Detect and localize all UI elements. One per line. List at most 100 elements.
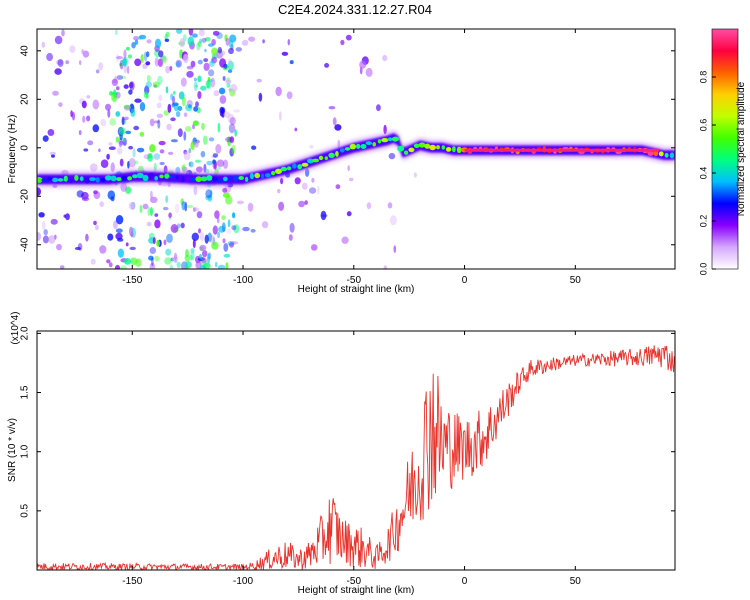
noise-blob bbox=[166, 233, 173, 243]
noise-blob bbox=[286, 91, 293, 100]
noise-blob bbox=[196, 166, 203, 173]
noise-blob bbox=[226, 82, 231, 88]
noise-blob bbox=[341, 236, 349, 244]
noise-blob bbox=[123, 49, 127, 60]
noise-blob bbox=[359, 60, 367, 69]
noise-blob bbox=[193, 185, 198, 196]
noise-blob bbox=[146, 75, 151, 83]
x-tick-label: -150 bbox=[122, 576, 142, 587]
noise-blob bbox=[145, 81, 152, 88]
ridge-core-blob bbox=[206, 175, 213, 181]
noise-blob bbox=[48, 235, 56, 244]
noise-blob bbox=[128, 145, 134, 150]
noise-blob bbox=[159, 161, 165, 166]
noise-blob bbox=[56, 243, 62, 251]
noise-blob bbox=[43, 229, 48, 236]
noise-blob bbox=[389, 215, 397, 226]
noise-blob bbox=[65, 60, 70, 65]
noise-blob bbox=[204, 48, 207, 53]
noise-blob bbox=[98, 148, 101, 153]
noise-blob bbox=[212, 153, 219, 158]
ridge-core-blob bbox=[254, 172, 261, 179]
noise-blob bbox=[185, 125, 192, 132]
noise-blob bbox=[126, 65, 130, 74]
noise-blob bbox=[214, 261, 218, 268]
noise-blob bbox=[228, 39, 233, 48]
ridge-core-blob bbox=[46, 176, 53, 181]
noise-blob bbox=[219, 106, 226, 114]
ridge-core-blob bbox=[436, 145, 440, 150]
noise-blob bbox=[127, 161, 130, 169]
ridge-core-blob bbox=[391, 136, 399, 142]
noise-blob bbox=[177, 106, 183, 111]
noise-blob bbox=[281, 51, 289, 56]
noise-blob bbox=[74, 246, 81, 251]
noise-blob bbox=[289, 60, 294, 65]
noise-blob bbox=[123, 84, 129, 89]
ridge-core-blob bbox=[184, 176, 192, 182]
noise-blob bbox=[279, 111, 282, 121]
noise-blob bbox=[128, 158, 136, 168]
noise-blob bbox=[251, 145, 257, 150]
noise-blob bbox=[139, 131, 145, 137]
noise-blob bbox=[212, 225, 218, 235]
noise-blob bbox=[203, 163, 207, 173]
noise-blob bbox=[122, 58, 127, 66]
noise-blob bbox=[130, 257, 138, 266]
noise-blob bbox=[118, 127, 126, 135]
noise-blob bbox=[99, 201, 104, 208]
noise-blob bbox=[179, 38, 186, 48]
noise-blob bbox=[149, 118, 155, 127]
noise-blob bbox=[328, 106, 336, 110]
noise-blob bbox=[309, 144, 314, 149]
noise-blob bbox=[106, 153, 110, 160]
ridge-core-blob bbox=[403, 150, 409, 155]
noise-blob bbox=[65, 213, 70, 221]
x-tick-label: -100 bbox=[233, 275, 253, 286]
ridge-core-blob bbox=[37, 176, 43, 183]
noise-blob bbox=[127, 54, 132, 59]
noise-blob bbox=[149, 232, 155, 240]
ridge-core-blob bbox=[233, 175, 239, 182]
noise-blob bbox=[173, 91, 176, 95]
noise-blob bbox=[231, 225, 237, 231]
noise-blob bbox=[120, 265, 127, 269]
noise-blob bbox=[63, 214, 67, 218]
ridge-core-blob bbox=[292, 163, 297, 169]
noise-blob bbox=[197, 91, 202, 99]
noise-blob bbox=[41, 41, 46, 48]
noise-blob bbox=[165, 65, 171, 74]
noise-blob bbox=[225, 79, 232, 84]
ridge-core-blob bbox=[271, 170, 276, 176]
ridge-core-blob bbox=[116, 177, 122, 182]
noise-blob bbox=[94, 224, 99, 231]
snr-series-line bbox=[37, 345, 675, 570]
ridge-halo bbox=[37, 130, 675, 188]
noise-blob bbox=[92, 99, 100, 110]
noise-blob bbox=[180, 77, 187, 87]
noise-blob bbox=[208, 137, 215, 142]
noise-blob bbox=[115, 29, 118, 36]
noise-blob bbox=[110, 196, 115, 202]
ridge-core-blob bbox=[339, 148, 345, 153]
noise-blob bbox=[114, 75, 117, 84]
noise-blob bbox=[148, 255, 154, 261]
spectrogram-heatmap bbox=[37, 29, 675, 269]
noise-blob bbox=[153, 120, 160, 124]
noise-blob bbox=[212, 159, 216, 165]
noise-blob bbox=[213, 90, 220, 97]
noise-blob bbox=[174, 203, 180, 214]
noise-blob bbox=[223, 111, 231, 118]
noise-blob bbox=[198, 29, 205, 37]
noise-blob bbox=[205, 80, 212, 89]
noise-blob bbox=[85, 233, 89, 242]
noise-blob bbox=[192, 239, 196, 249]
noise-blob bbox=[123, 104, 131, 110]
noise-blob bbox=[207, 76, 211, 83]
noise-blob bbox=[146, 221, 152, 227]
noise-blob bbox=[149, 196, 158, 203]
noise-blob bbox=[140, 54, 144, 63]
noise-blob bbox=[258, 92, 263, 102]
ridge-core-blob bbox=[408, 147, 415, 153]
snr-x-label: Height of straight line (km) bbox=[298, 585, 415, 596]
